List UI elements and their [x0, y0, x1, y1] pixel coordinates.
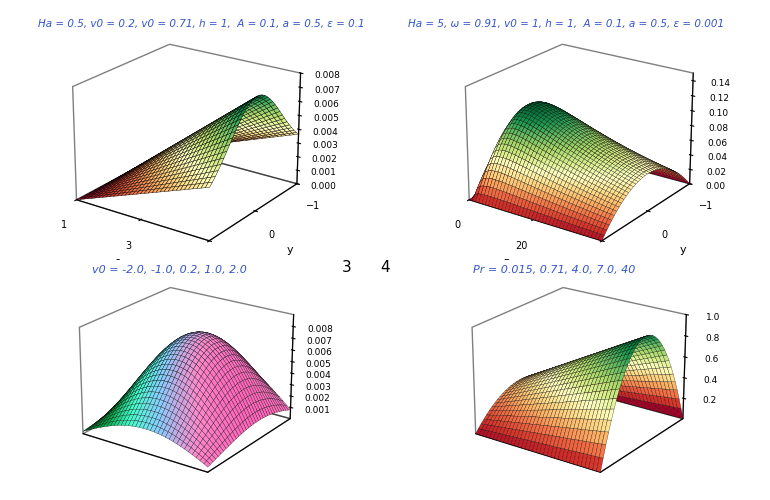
Text: 4: 4 [380, 260, 390, 276]
Text: Ha = 0.5, v0 = 0.2, v0 = 0.71, h = 1,  A = 0.1, a = 0.5, ε = 0.1: Ha = 0.5, v0 = 0.2, v0 = 0.71, h = 1, A … [38, 19, 365, 29]
X-axis label: Pr: Pr [502, 259, 514, 269]
Text: v0 = -2.0, -1.0, 0.2, 1.0, 2.0: v0 = -2.0, -1.0, 0.2, 1.0, 2.0 [92, 264, 247, 274]
Y-axis label: y: y [286, 245, 293, 255]
Y-axis label: y: y [679, 245, 686, 255]
X-axis label: v0: v0 [109, 259, 122, 269]
Text: Pr = 0.015, 0.71, 4.0, 7.0, 40: Pr = 0.015, 0.71, 4.0, 7.0, 40 [474, 264, 635, 274]
Text: Ha = 5, ω = 0.91, v0 = 1, h = 1,  A = 0.1, a = 0.5, ε = 0.001: Ha = 5, ω = 0.91, v0 = 1, h = 1, A = 0.1… [408, 19, 725, 29]
Text: 3: 3 [342, 260, 351, 276]
